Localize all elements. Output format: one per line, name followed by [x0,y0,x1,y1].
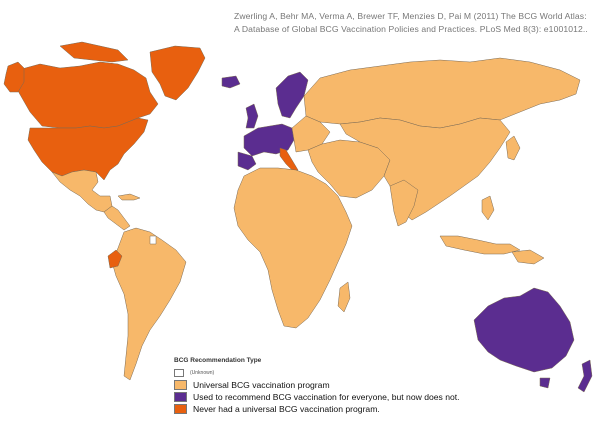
legend-item-universal: Universal BCG vaccination program [174,379,504,391]
iceland [221,75,241,89]
mexico [51,169,113,213]
tasmania [539,377,551,389]
legend-label-never: Never had a universal BCG vaccination pr… [193,404,380,414]
legend: BCG Recommendation Type (Unknown) Univer… [174,357,504,415]
legend-label-universal: Universal BCG vaccination program [193,380,330,390]
citation-line-1: Zwerling A, Behr MA, Verma A, Brewer TF,… [234,11,587,21]
canada-islands [59,41,129,63]
asia [339,117,511,221]
legend-item-past: Used to recommend BCG vaccination for ev… [174,391,504,403]
japan [505,135,521,161]
alaska [3,61,25,93]
legend-title: BCG Recommendation Type [174,357,262,364]
middle-east [307,139,391,199]
legend-swatch-universal [174,380,187,390]
africa [233,167,353,329]
scandinavia [275,71,309,119]
legend-swatch-unknown [174,369,184,377]
new-zealand [577,359,593,393]
western-europe [243,123,295,157]
greenland [149,45,206,101]
papua-new-guinea [511,249,545,265]
legend-label-unknown: (Unknown) [190,370,215,376]
russia [303,57,581,129]
legend-item-never: Never had a universal BCG vaccination pr… [174,403,504,415]
australia [473,287,575,373]
indonesia [439,235,521,255]
spain [237,151,257,171]
citation: Zwerling A, Behr MA, Verma A, Brewer TF,… [234,10,596,36]
philippines [481,195,495,221]
legend-item-unknown: (Unknown) [174,367,504,379]
india [389,179,419,227]
suriname [149,235,157,245]
legend-swatch-past [174,392,187,402]
canada [13,61,159,129]
madagascar [337,281,351,313]
united-kingdom [245,103,259,129]
ecuador [107,249,123,269]
south-america [111,227,187,381]
central-america [103,205,131,231]
citation-line-2: A Database of Global BCG Vaccination Pol… [234,24,588,34]
united-states [27,117,149,181]
legend-swatch-never [174,404,187,414]
legend-label-past: Used to recommend BCG vaccination for ev… [193,392,460,402]
cuba [117,193,141,201]
